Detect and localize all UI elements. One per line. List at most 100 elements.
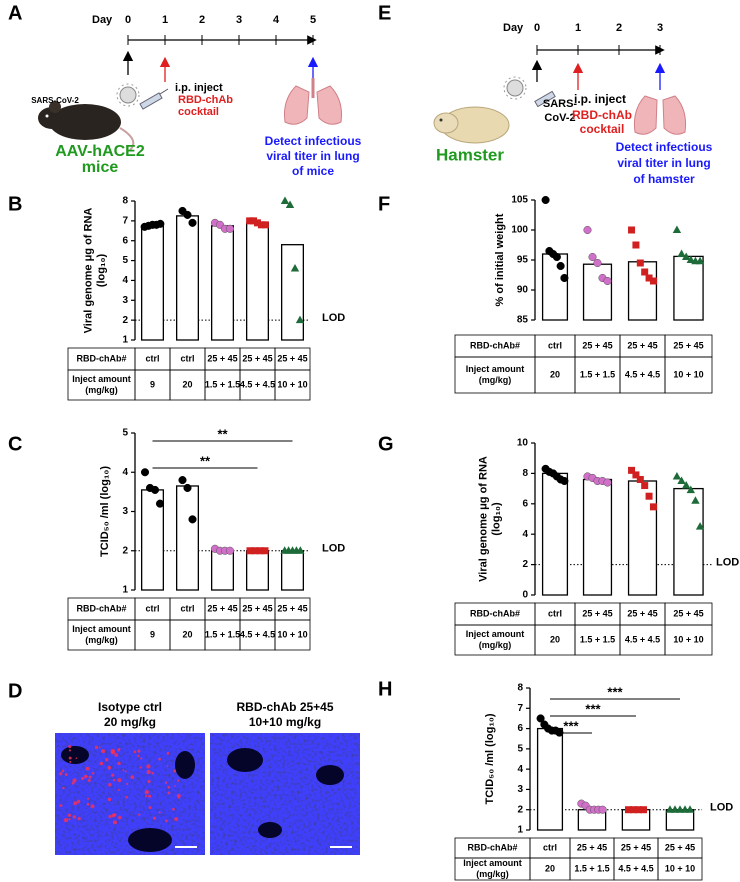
y-tick-label: 3 <box>122 506 128 517</box>
data-point <box>552 252 561 262</box>
speck <box>85 775 88 778</box>
table-row-label: Inject amount <box>463 858 522 868</box>
table-cell-text: 25 + 45 <box>207 353 237 363</box>
syringe-icon <box>534 90 556 108</box>
mouse-drawing <box>38 101 135 151</box>
significance-label: ** <box>217 426 228 441</box>
y-tick-label: 8 <box>517 683 523 694</box>
table-cell-text: 1.5 + 1.5 <box>205 629 240 639</box>
data-point <box>290 264 300 272</box>
table-cell-text: 25 + 45 <box>665 842 695 852</box>
table-cell-text: 1.5 + 1.5 <box>580 369 615 379</box>
speck <box>87 797 90 800</box>
speck <box>98 746 101 749</box>
y-tick-label: 100 <box>511 225 528 236</box>
inject-label: i.p. inject <box>574 92 626 106</box>
table-cell-text: 20 <box>182 629 192 639</box>
speck <box>122 769 125 772</box>
speck <box>124 770 127 773</box>
table-cell-text: 25 + 45 <box>277 353 307 363</box>
table-cell <box>657 857 703 881</box>
day-number: 1 <box>575 22 581 34</box>
speck <box>177 796 180 799</box>
table-row-label: Inject amount <box>72 624 131 634</box>
data-point <box>250 217 258 225</box>
speck <box>75 757 78 759</box>
data-point <box>603 276 612 286</box>
table-cell-text: ctrl <box>548 340 562 350</box>
bar <box>175 485 199 591</box>
speck <box>126 782 129 786</box>
table-cell-text: 25 + 45 <box>673 340 703 350</box>
data-point <box>625 806 632 814</box>
data-point <box>246 217 254 225</box>
antibody-label: RBD-chAb <box>572 108 632 122</box>
table-cell-text: 20 <box>550 369 560 379</box>
panel-letter: E <box>378 2 391 24</box>
speck <box>166 752 170 755</box>
data-point <box>645 492 653 500</box>
table-cell-text: 20 <box>182 379 192 389</box>
table-row-label: Inject amount <box>466 629 525 639</box>
bar <box>245 550 269 591</box>
hamster-drawing <box>433 106 510 144</box>
speck <box>81 776 85 781</box>
significance-label: *** <box>585 701 601 716</box>
speck <box>111 813 116 818</box>
significance-label: *** <box>563 718 579 733</box>
speck <box>166 765 169 767</box>
speck <box>114 753 119 757</box>
speck <box>76 799 81 804</box>
table-row-label: RBD-chAb# <box>467 842 517 852</box>
y-tick-label: 4 <box>122 275 128 286</box>
table-cell-text: 10 + 10 <box>665 863 695 873</box>
y-tick-label: 6 <box>517 723 523 734</box>
speck <box>164 781 168 784</box>
day-number: 4 <box>273 14 280 26</box>
virus-label: CoV-2 <box>544 112 575 124</box>
y-axis-label: (log₁₀) <box>490 502 502 536</box>
table-cell-text: 4.5 + 4.5 <box>625 369 660 379</box>
data-point <box>628 466 636 474</box>
y-tick-label: 105 <box>511 195 528 206</box>
speck <box>174 785 176 788</box>
y-tick-label: 6 <box>122 235 128 246</box>
table-cell-text: 4.5 + 4.5 <box>618 863 653 873</box>
y-tick-label: 5 <box>517 743 523 754</box>
speck <box>146 764 151 769</box>
y-tick-label: 3 <box>517 784 523 795</box>
speck <box>112 778 116 782</box>
speck <box>61 769 65 773</box>
panel-letter: G <box>378 433 394 455</box>
data-point <box>630 806 637 814</box>
speck <box>91 771 95 775</box>
speck <box>158 757 161 761</box>
micrograph <box>55 733 205 855</box>
micrograph <box>210 733 360 855</box>
table-row-label: Inject amount <box>72 374 131 384</box>
speck <box>88 775 92 779</box>
speck <box>117 748 120 752</box>
panel-letter: D <box>8 680 22 702</box>
day-label: Day <box>503 22 524 34</box>
model-label: AAV-hACE2 <box>55 143 145 160</box>
antibody-label: RBD-chAb <box>178 94 233 106</box>
y-tick-label: 4 <box>517 764 523 775</box>
lod-label: LOD <box>322 543 345 555</box>
speck <box>148 806 152 810</box>
data-point <box>296 546 305 554</box>
day-number: 2 <box>199 14 205 26</box>
speck <box>165 819 168 823</box>
y-tick-label: 7 <box>122 215 128 226</box>
panel-letter: F <box>378 193 390 215</box>
data-point <box>261 221 269 229</box>
detect-label: of hamster <box>633 172 695 186</box>
detect-label: viral titer in lung <box>266 149 359 163</box>
y-tick-label: 10 <box>517 438 529 449</box>
speck <box>87 778 91 782</box>
day-number: 1 <box>162 14 168 26</box>
speck <box>72 778 77 783</box>
detect-label: of mice <box>292 164 334 178</box>
speck <box>68 817 71 821</box>
y-tick-label: 95 <box>517 255 529 266</box>
